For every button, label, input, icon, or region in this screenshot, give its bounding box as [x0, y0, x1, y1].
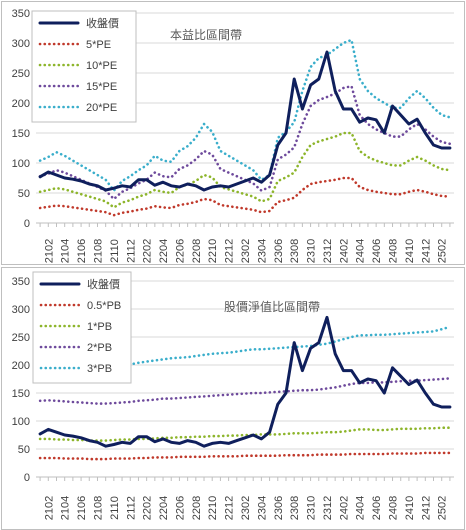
legend-box — [31, 10, 137, 123]
x-tick-label: 2112 — [125, 239, 137, 263]
series-line-0 — [38, 315, 452, 448]
x-tick-label: 2104 — [60, 239, 72, 263]
x-tick-label: 2306 — [273, 496, 285, 520]
series-line-4 — [38, 325, 452, 368]
x-tick-label: 2212 — [224, 239, 236, 263]
x-tick-label: 2308 — [289, 496, 301, 520]
x-tick-label: 2306 — [273, 239, 285, 263]
legend-label: 20*PE — [86, 102, 117, 114]
x-tick-label: 2210 — [207, 496, 219, 520]
x-tick-label: 2210 — [207, 239, 219, 263]
x-tick-label: 2312 — [322, 496, 334, 520]
x-tick-label: 2402 — [338, 239, 350, 263]
x-tick-label: 2412 — [420, 496, 432, 520]
x-tick-label: 2208 — [191, 496, 203, 520]
x-tick-label: 2406 — [371, 239, 383, 263]
y-tick-label: 250 — [12, 68, 30, 80]
series-line-2 — [38, 426, 452, 442]
legend-label: 收盤價 — [86, 16, 119, 30]
series-line-0 — [38, 50, 452, 192]
y-tick-label: 300 — [12, 38, 30, 50]
legend-label: 2*PB — [87, 342, 112, 354]
x-tick-label: 2404 — [355, 496, 367, 520]
y-tick-label: 0 — [24, 472, 30, 484]
y-tick-label: 350 — [12, 276, 30, 288]
legend-box — [32, 271, 132, 384]
x-tick-label: 2108 — [92, 496, 104, 520]
x-tick-label: 2208 — [191, 239, 203, 263]
x-tick-label: 2204 — [158, 496, 170, 520]
x-tick-label: 2502 — [437, 496, 449, 520]
legend: 收盤價 5*PE 10*PE 15*PE 20*PE — [31, 10, 137, 123]
x-tick-label: 2302 — [240, 239, 252, 263]
legend-label: 3*PB — [87, 363, 112, 375]
y-tick-label: 0 — [24, 218, 30, 230]
y-tick-label: 250 — [12, 332, 30, 344]
x-tick-label: 2310 — [306, 239, 318, 263]
x-tick-label: 2502 — [437, 239, 449, 263]
x-tick-label: 2108 — [92, 239, 104, 263]
series-line-2 — [38, 131, 452, 209]
y-tick-label: 100 — [12, 158, 30, 170]
x-tick-label: 2202 — [142, 239, 154, 263]
series-line-1 — [38, 451, 452, 461]
legend: 收盤價 0.5*PB 1*PB 2*PB 3*PB — [32, 271, 132, 384]
x-tick-label: 2106 — [76, 239, 88, 263]
x-tick-label: 2110 — [109, 496, 121, 520]
legend-label: 1*PB — [87, 321, 112, 333]
y-tick-label: 200 — [12, 98, 30, 110]
x-tick-label: 2212 — [224, 496, 236, 520]
y-tick-label: 350 — [12, 8, 30, 20]
x-tick-label: 2204 — [158, 239, 170, 263]
y-tick-label: 150 — [12, 388, 30, 400]
legend-label: 5*PE — [86, 39, 111, 51]
x-tick-label: 2404 — [355, 239, 367, 263]
pb-band-chart-panel: 0 50 100 150 200 250 300 350 2102 2104 2106 2108 211… — [1, 267, 465, 530]
legend-label: 15*PE — [86, 81, 117, 93]
y-tick-label: 200 — [12, 360, 30, 372]
y-tick-label: 300 — [12, 304, 30, 316]
legend-label: 10*PE — [86, 60, 117, 72]
series-line-4 — [38, 38, 452, 192]
x-tick-label: 2106 — [76, 496, 88, 520]
x-tick-label: 2410 — [404, 496, 416, 520]
x-tick-label: 2206 — [174, 239, 186, 263]
x-tick-label: 2304 — [256, 496, 268, 520]
series-line-1 — [38, 176, 452, 217]
x-tick-label: 2304 — [256, 239, 268, 263]
legend-label: 收盤價 — [87, 277, 120, 291]
x-tick-label: 2408 — [388, 496, 400, 520]
x-tick-label: 2302 — [240, 496, 252, 520]
x-tick-label: 2410 — [404, 239, 416, 263]
x-tick-label: 2308 — [289, 239, 301, 263]
x-tick-label: 2110 — [109, 239, 121, 263]
x-tick-label: 2406 — [371, 496, 383, 520]
series-line-3 — [38, 377, 452, 405]
chart-svg: 0 50 100 150 200 250 300 350 2102 2104 2106 2108 211… — [12, 8, 454, 263]
x-tick-label: 2310 — [306, 496, 318, 520]
legend-label: 0.5*PB — [87, 300, 121, 312]
x-tick-label: 2206 — [174, 496, 186, 520]
x-tick-label: 2202 — [142, 496, 154, 520]
chart-title: 本益比區間帶 — [170, 28, 242, 42]
x-tick-label: 2402 — [338, 496, 350, 520]
x-tick-label: 2412 — [420, 239, 432, 263]
pe-band-chart-panel: 0 50 100 150 200 250 300 350 2102 2104 2106 2108 211… — [1, 1, 465, 265]
y-tick-label: 150 — [12, 128, 30, 140]
y-tick-label: 100 — [12, 416, 30, 428]
x-tick-label: 2112 — [125, 496, 137, 520]
x-tick-label: 2102 — [43, 239, 55, 263]
chart-title: 股價淨值比區間帶 — [224, 299, 320, 314]
x-tick-label: 2102 — [43, 496, 55, 520]
chart-svg: 0 50 100 150 200 250 300 350 2102 2104 2106 2108 211… — [12, 271, 454, 520]
x-tick-label: 2408 — [388, 239, 400, 263]
y-tick-label: 50 — [18, 188, 30, 200]
y-tick-label: 50 — [18, 444, 30, 456]
x-tick-label: 2104 — [60, 496, 72, 520]
x-tick-label: 2312 — [322, 239, 334, 263]
